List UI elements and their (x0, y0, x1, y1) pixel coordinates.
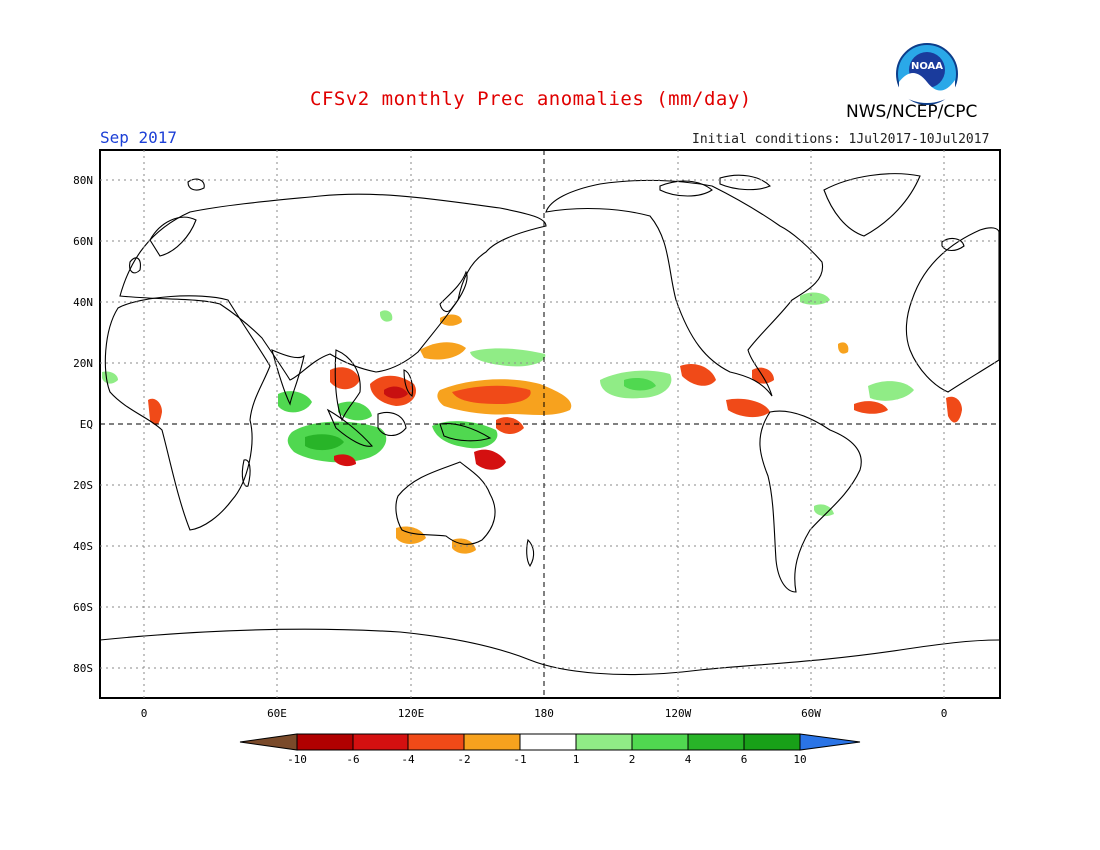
colorbar-bin (296, 733, 354, 751)
colorbar (239, 733, 861, 751)
colorbar-tick-label: 2 (629, 753, 636, 766)
dry-philippine-core (384, 386, 408, 399)
colorbar-labels: -10 -6 -4 -2 -1 1 2 4 6 10 (287, 753, 807, 766)
colorbar-tick-label: 1 (573, 753, 580, 766)
wet-south-america (814, 504, 834, 517)
wet-indian-ocean-core (305, 434, 344, 451)
dry-west-pacific-core (452, 385, 531, 404)
antarctica-outline (99, 628, 1000, 676)
lon-label: 0 (941, 707, 948, 720)
dry-central-pacific-sw (496, 417, 524, 434)
australia-outline (395, 461, 496, 545)
dry-east-indian-ocean (334, 454, 356, 467)
lat-label: 20N (73, 357, 93, 370)
sumatra-outline (326, 408, 373, 447)
colorbar-bin (463, 733, 521, 751)
gridlines (100, 150, 1000, 698)
colorbar-tick-label: -6 (346, 753, 359, 766)
iceland-outline (941, 237, 965, 252)
lat-label: 80N (73, 174, 93, 187)
lon-label: 120E (398, 707, 425, 720)
colorbar-tick-label: 6 (741, 753, 748, 766)
lat-labels: 80N 60N 40N 20N EQ 20S 40S 60S 80S (73, 174, 93, 675)
colorbar-tick-label: 4 (685, 753, 692, 766)
wet-nw-pacific (380, 310, 393, 322)
colorbar-tick-label: 10 (793, 753, 806, 766)
forecast-month: Sep 2017 (100, 128, 178, 147)
colorbar-bin (631, 733, 689, 751)
south-america-outline (759, 410, 862, 593)
dry-atlantic-itcz (854, 401, 888, 414)
dry-nw-pacific (420, 342, 466, 360)
wet-south-china-sea (338, 401, 372, 421)
noaa-logo-icon: NOAA (896, 43, 958, 105)
chart-title: CFSv2 monthly Prec anomalies (mm/day) (310, 88, 752, 110)
dry-central-america (726, 398, 770, 418)
lat-label: 20S (73, 479, 93, 492)
japan-outline (439, 270, 468, 313)
anomaly-shading (102, 292, 962, 554)
coastlines (99, 173, 1000, 676)
dry-azores (838, 342, 849, 354)
wet-central-pacific-core (624, 378, 656, 391)
colorbar-bin (352, 733, 409, 751)
wet-new-guinea (432, 421, 498, 449)
dry-west-africa (148, 398, 162, 426)
colorbar-high-arrow (799, 733, 861, 751)
north-america-outline (545, 179, 824, 397)
lon-label: 0 (141, 707, 148, 720)
lon-label: 60E (267, 707, 287, 720)
wet-atlantic (868, 381, 914, 401)
madagascar-outline (241, 459, 251, 487)
indochina-outline (334, 349, 361, 422)
lon-label: 120W (665, 707, 692, 720)
europe-east-outline (905, 227, 1000, 393)
dry-east-pacific (680, 363, 716, 386)
colorbar-tick-label: -10 (287, 753, 307, 766)
lat-label: 60N (73, 235, 93, 248)
lon-label: 180 (534, 707, 554, 720)
lat-label: EQ (80, 418, 93, 431)
wet-north-pacific (470, 348, 546, 367)
colorbar-tick-label: -1 (513, 753, 526, 766)
india-outline (271, 349, 305, 406)
dry-coral-sea (474, 449, 506, 470)
lon-label: 60W (801, 707, 821, 720)
colorbar-bin (687, 733, 745, 751)
colorbar-bin (575, 733, 633, 751)
lat-label: 40S (73, 540, 93, 553)
lat-label: 40N (73, 296, 93, 309)
lat-label: 60S (73, 601, 93, 614)
borneo-outline (377, 411, 407, 437)
colorbar-bin (519, 733, 577, 751)
dry-caribbean (752, 367, 774, 384)
greenland-outline (823, 173, 921, 237)
colorbar-bin (743, 733, 801, 751)
colorbar-tick-label: -2 (457, 753, 470, 766)
scandinavia-outline (149, 216, 197, 257)
dry-gulf-guinea (946, 396, 962, 423)
colorbar-low-arrow (239, 733, 298, 751)
lat-label: 80S (73, 662, 93, 675)
philippines-outline (403, 369, 414, 397)
colorbar-tick-label: -4 (401, 753, 415, 766)
lon-labels: 0 60E 120E 180 120W 60W 0 (141, 707, 948, 720)
uk-outline (129, 257, 141, 274)
logo-text: NOAA (911, 61, 943, 72)
wet-gulf-stream (800, 292, 830, 305)
colorbar-bin (407, 733, 465, 751)
arctic-island-2 (719, 174, 771, 191)
initial-conditions: Initial conditions: 1Jul2017-10Jul2017 (692, 132, 990, 147)
dry-bay-of-bengal (330, 367, 360, 390)
org-label: NWS/NCEP/CPC (846, 102, 978, 122)
svalbard-outline (187, 178, 205, 191)
africa-outline (104, 295, 271, 531)
